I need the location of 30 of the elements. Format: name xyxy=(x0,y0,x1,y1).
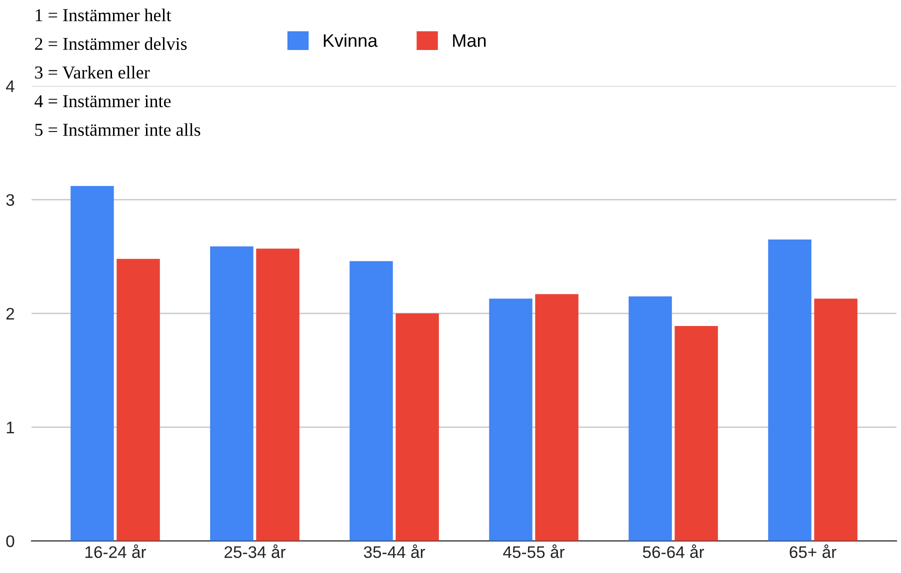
bar xyxy=(256,248,300,541)
text: 3 = Varken eller xyxy=(35,66,150,79)
bar xyxy=(396,313,439,541)
bar xyxy=(489,298,532,541)
y-tick-label: 3 xyxy=(6,194,14,206)
x-tick-label: 56-64 år xyxy=(642,544,704,558)
annotation: 4 = Instämmer inte xyxy=(34,95,171,108)
bar xyxy=(628,296,672,541)
x-tick-label: 16-24 år xyxy=(85,544,146,558)
annotation: 5 = Instämmer inte alls xyxy=(35,123,200,136)
legend-label: Kvinna xyxy=(324,34,378,47)
y-tick-label: 4 xyxy=(6,80,14,92)
text: 1 = Instämmer helt xyxy=(36,8,172,22)
legend-label: Man xyxy=(453,34,486,47)
x-tick-label: 45-55 år xyxy=(503,544,565,558)
text: 2 = Instämmer delvis xyxy=(35,37,187,50)
bar xyxy=(814,298,858,541)
bar xyxy=(535,294,578,541)
bar xyxy=(116,258,160,541)
y-tick-label: 1 xyxy=(6,422,14,434)
bar xyxy=(350,261,393,541)
bar xyxy=(210,246,254,541)
bar xyxy=(768,240,812,541)
y-tick-label: 0 xyxy=(6,535,14,548)
bar xyxy=(674,326,718,541)
x-tick-label: 35-44 år xyxy=(364,544,426,558)
bar xyxy=(70,186,114,541)
x-tick-label: 65+ år xyxy=(790,544,836,558)
y-tick-label: 2 xyxy=(6,308,14,320)
x-tick-label: 25-34 år xyxy=(224,544,286,558)
